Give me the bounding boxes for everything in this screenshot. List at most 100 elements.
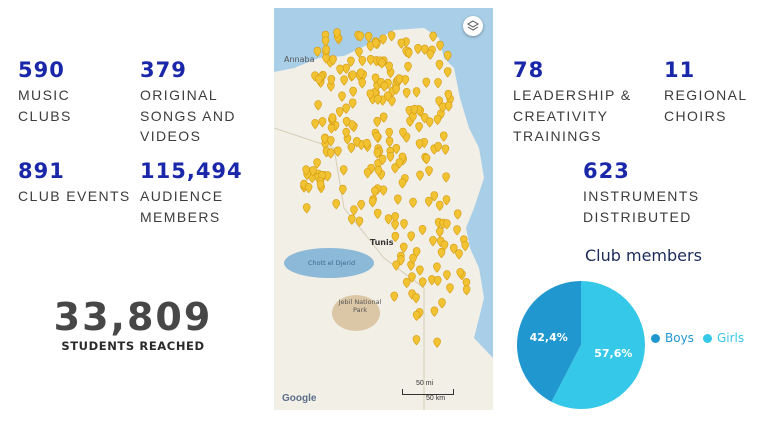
map-pin-icon[interactable] bbox=[430, 191, 439, 202]
map-pin-icon[interactable] bbox=[348, 120, 356, 131]
map-pin-icon[interactable] bbox=[409, 197, 417, 208]
map-pin-icon[interactable] bbox=[418, 277, 427, 288]
map-pin-icon[interactable] bbox=[342, 116, 351, 128]
map-pin-icon[interactable] bbox=[433, 262, 441, 273]
map-pin-icon[interactable] bbox=[449, 243, 458, 255]
map-pin-icon[interactable] bbox=[391, 212, 400, 223]
map-pin-icon[interactable] bbox=[323, 171, 332, 182]
map-pin-icon[interactable] bbox=[386, 151, 395, 163]
map-pin-icon[interactable] bbox=[392, 260, 401, 271]
map-pin-icon[interactable] bbox=[429, 236, 437, 247]
map-pin-icon[interactable] bbox=[384, 91, 392, 102]
map-pin-icon[interactable] bbox=[394, 194, 402, 205]
map-pin-icon[interactable] bbox=[366, 54, 375, 66]
map-pin-icon[interactable] bbox=[443, 50, 452, 62]
map-pin-icon[interactable] bbox=[422, 154, 431, 165]
map-pin-icon[interactable] bbox=[412, 293, 420, 304]
map-pin-icon[interactable] bbox=[304, 182, 313, 194]
map-pin-icon[interactable] bbox=[409, 253, 417, 264]
map-pin-icon[interactable] bbox=[391, 163, 399, 174]
map-pin-icon[interactable] bbox=[435, 59, 444, 71]
map-pin-icon[interactable] bbox=[418, 224, 427, 236]
map-pin-icon[interactable] bbox=[408, 272, 416, 283]
map-pin-icon[interactable] bbox=[314, 100, 322, 111]
map-pin-icon[interactable] bbox=[329, 55, 337, 66]
map-pin-icon[interactable] bbox=[313, 158, 321, 169]
map-pin-icon[interactable] bbox=[371, 73, 380, 84]
map-pin-icon[interactable] bbox=[374, 94, 382, 105]
map-pin-icon[interactable] bbox=[444, 101, 453, 112]
map-pin-icon[interactable] bbox=[442, 172, 450, 183]
map-pin-icon[interactable] bbox=[350, 205, 358, 216]
map-pin-icon[interactable] bbox=[348, 214, 356, 225]
map-canvas[interactable] bbox=[274, 8, 493, 410]
map-pin-icon[interactable] bbox=[311, 118, 319, 130]
map-pin-icon[interactable] bbox=[302, 165, 310, 176]
map-pin-icon[interactable] bbox=[315, 74, 323, 86]
map-view[interactable]: Annaba Tunis Chott el Djerid Jebil Natio… bbox=[274, 8, 493, 410]
map-pin-icon[interactable] bbox=[385, 136, 394, 148]
map-pin-icon[interactable] bbox=[425, 166, 433, 177]
map-pin-icon[interactable] bbox=[342, 103, 350, 114]
map-pin-icon[interactable] bbox=[402, 277, 411, 289]
map-pin-icon[interactable] bbox=[443, 67, 452, 78]
map-pin-icon[interactable] bbox=[380, 81, 389, 92]
map-pin-icon[interactable] bbox=[415, 139, 424, 150]
map-pin-icon[interactable] bbox=[355, 47, 363, 58]
map-pin-icon[interactable] bbox=[453, 209, 462, 220]
map-pin-icon[interactable] bbox=[313, 46, 322, 57]
map-pin-icon[interactable] bbox=[390, 291, 399, 302]
map-pin-icon[interactable] bbox=[410, 104, 419, 116]
map-pin-icon[interactable] bbox=[356, 68, 365, 79]
map-pin-icon[interactable] bbox=[433, 337, 441, 348]
map-pin-icon[interactable] bbox=[392, 84, 401, 95]
map-pin-icon[interactable] bbox=[334, 146, 342, 157]
map-pin-icon[interactable] bbox=[461, 240, 469, 252]
map-pin-icon[interactable] bbox=[425, 196, 433, 207]
map-pin-icon[interactable] bbox=[368, 197, 377, 208]
map-pin-icon[interactable] bbox=[404, 48, 413, 59]
map-pin-icon[interactable] bbox=[349, 86, 357, 98]
map-pin-icon[interactable] bbox=[434, 141, 442, 153]
map-pin-icon[interactable] bbox=[387, 31, 396, 42]
map-pin-icon[interactable] bbox=[425, 117, 434, 128]
map-pin-icon[interactable] bbox=[385, 127, 393, 139]
map-pin-icon[interactable] bbox=[327, 136, 335, 147]
map-pin-icon[interactable] bbox=[371, 38, 380, 49]
map-pin-icon[interactable] bbox=[378, 154, 387, 165]
map-pin-icon[interactable] bbox=[333, 28, 341, 39]
map-pin-icon[interactable] bbox=[352, 137, 361, 148]
map-pin-icon[interactable] bbox=[443, 270, 451, 281]
map-pin-icon[interactable] bbox=[430, 306, 439, 317]
map-pin-icon[interactable] bbox=[395, 74, 404, 85]
map-pin-icon[interactable] bbox=[328, 113, 337, 124]
map-pin-icon[interactable] bbox=[316, 179, 325, 191]
map-pin-icon[interactable] bbox=[373, 208, 382, 220]
map-pin-icon[interactable] bbox=[404, 61, 412, 73]
map-pin-icon[interactable] bbox=[400, 219, 408, 230]
map-pin-icon[interactable] bbox=[355, 216, 364, 227]
map-pin-icon[interactable] bbox=[373, 148, 382, 159]
map-pin-icon[interactable] bbox=[416, 170, 424, 181]
map-pin-icon[interactable] bbox=[391, 219, 399, 231]
map-pin-icon[interactable] bbox=[426, 49, 435, 60]
map-pin-icon[interactable] bbox=[358, 56, 367, 67]
map-pin-icon[interactable] bbox=[379, 34, 387, 45]
map-pin-icon[interactable] bbox=[395, 158, 404, 169]
map-pin-icon[interactable] bbox=[342, 63, 351, 74]
map-pin-icon[interactable] bbox=[338, 91, 346, 102]
map-pin-icon[interactable] bbox=[442, 195, 451, 206]
map-pin-icon[interactable] bbox=[302, 203, 311, 214]
map-pin-icon[interactable] bbox=[357, 200, 365, 211]
map-pin-icon[interactable] bbox=[339, 165, 348, 176]
map-pin-icon[interactable] bbox=[436, 40, 444, 52]
map-pin-icon[interactable] bbox=[428, 275, 436, 286]
map-pin-icon[interactable] bbox=[429, 31, 437, 42]
map-pin-icon[interactable] bbox=[401, 75, 410, 86]
map-pin-icon[interactable] bbox=[434, 78, 442, 89]
map-pin-icon[interactable] bbox=[373, 131, 381, 143]
map-pin-icon[interactable] bbox=[379, 185, 388, 196]
map-pin-icon[interactable] bbox=[416, 265, 424, 276]
map-pin-icon[interactable] bbox=[435, 200, 444, 211]
map-pin-icon[interactable] bbox=[335, 107, 344, 118]
